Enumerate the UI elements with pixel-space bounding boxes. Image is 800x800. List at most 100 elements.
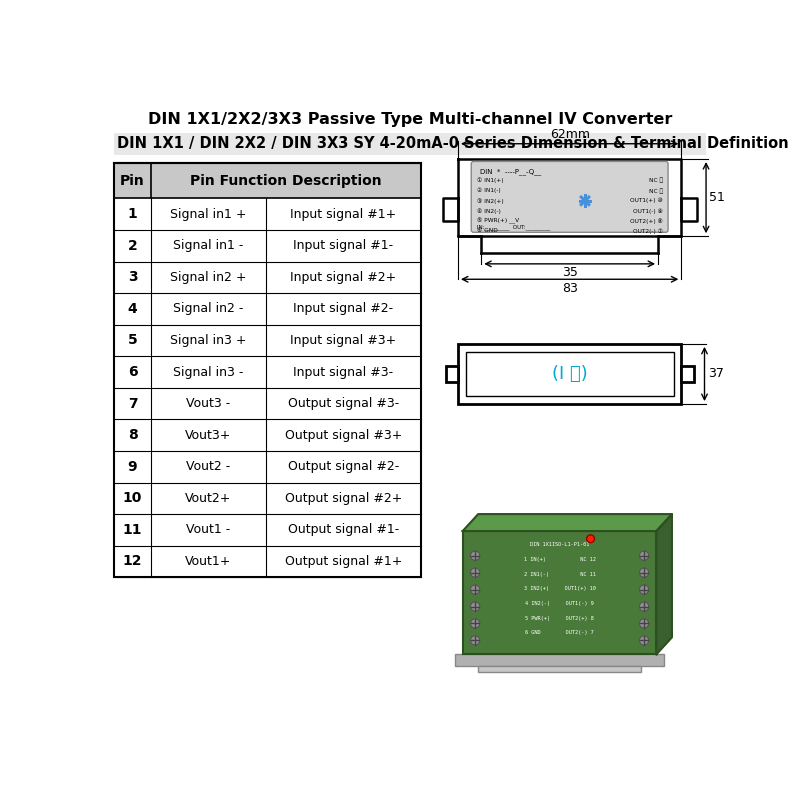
Text: Input signal #2+: Input signal #2+	[290, 271, 397, 284]
Text: Pin: Pin	[120, 174, 145, 188]
Bar	[446, 366, 458, 382]
Text: ② IN1(-): ② IN1(-)	[478, 188, 501, 194]
Text: 8: 8	[128, 428, 138, 442]
Text: 12: 12	[123, 554, 142, 569]
Text: 10: 10	[123, 491, 142, 506]
Text: DIN 1X1/2X2/3X3 Passive Type Multi-channel IV Converter: DIN 1X1/2X2/3X3 Passive Type Multi-chann…	[148, 111, 672, 126]
Text: Output signal #1+: Output signal #1+	[285, 555, 402, 568]
Text: (Ⅰ 型): (Ⅰ 型)	[552, 365, 587, 383]
Bar	[682, 366, 694, 382]
FancyBboxPatch shape	[114, 133, 706, 154]
Text: 1 IN(+)           NC 12: 1 IN(+) NC 12	[524, 557, 595, 562]
Text: ① IN1(+): ① IN1(+)	[478, 178, 504, 183]
Text: 1: 1	[128, 207, 138, 221]
Text: ⑤ PWR(+) __V: ⑤ PWR(+) __V	[478, 218, 519, 224]
Text: 5 PWR(+)     OUT2(+) 8: 5 PWR(+) OUT2(+) 8	[526, 615, 594, 621]
Text: Output signal #2+: Output signal #2+	[285, 492, 402, 505]
Text: Vout3 -: Vout3 -	[186, 397, 230, 410]
Bar	[478, 666, 641, 672]
Text: Vout1 -: Vout1 -	[186, 523, 230, 536]
Text: 3 IN2(+)     OUT1(+) 10: 3 IN2(+) OUT1(+) 10	[524, 586, 595, 591]
Text: 5: 5	[128, 334, 138, 347]
Text: Input signal #3+: Input signal #3+	[290, 334, 397, 347]
Text: OUT2(-) ⑦: OUT2(-) ⑦	[633, 228, 662, 234]
Text: NC ⑪: NC ⑪	[649, 188, 662, 194]
Text: 83: 83	[562, 282, 578, 294]
Text: Input signal #3-: Input signal #3-	[294, 366, 394, 378]
Bar	[114, 482, 421, 514]
Text: OUT2(+) ⑧: OUT2(+) ⑧	[630, 218, 662, 223]
Polygon shape	[657, 514, 672, 654]
Text: Input signal #1+: Input signal #1+	[290, 208, 397, 221]
Text: DIN 1X1 / DIN 2X2 / DIN 3X3 SY 4-20mA-0 Series Dimension & Terminal Definition: DIN 1X1 / DIN 2X2 / DIN 3X3 SY 4-20mA-0 …	[117, 136, 789, 151]
Text: Input signal #1-: Input signal #1-	[294, 239, 394, 252]
Circle shape	[639, 551, 649, 560]
Text: IN:_________  OUT:_________: IN:_________ OUT:_________	[478, 224, 550, 230]
Circle shape	[639, 585, 649, 594]
Text: OUT1(+) ⑩: OUT1(+) ⑩	[630, 198, 662, 203]
Text: Output signal #1-: Output signal #1-	[288, 523, 399, 536]
Text: ③ IN2(+): ③ IN2(+)	[478, 198, 504, 203]
Text: 6 GND        OUT2(-) 7: 6 GND OUT2(-) 7	[526, 630, 594, 635]
Bar	[114, 163, 421, 198]
Bar	[466, 352, 674, 396]
Text: NC ⑫: NC ⑫	[649, 178, 662, 183]
Text: 51: 51	[709, 191, 725, 204]
Circle shape	[470, 619, 480, 628]
Circle shape	[639, 636, 649, 645]
Bar	[114, 419, 421, 451]
Circle shape	[470, 602, 480, 611]
FancyBboxPatch shape	[471, 162, 668, 232]
Text: 2 IN1(-)          NC 11: 2 IN1(-) NC 11	[524, 572, 595, 577]
Text: Vout2+: Vout2+	[186, 492, 232, 505]
Text: 35: 35	[562, 266, 578, 279]
Text: Output signal #3+: Output signal #3+	[285, 429, 402, 442]
Circle shape	[470, 551, 480, 560]
Circle shape	[470, 568, 480, 578]
Text: ⑥ GND: ⑥ GND	[478, 228, 498, 234]
Text: 11: 11	[123, 523, 142, 537]
Polygon shape	[462, 514, 672, 531]
Text: 62mm: 62mm	[550, 128, 590, 141]
Bar	[114, 451, 421, 482]
Text: ④ IN2(-): ④ IN2(-)	[478, 208, 502, 214]
Circle shape	[639, 568, 649, 578]
Circle shape	[470, 585, 480, 594]
Text: 7: 7	[128, 397, 138, 410]
Text: Signal in1 -: Signal in1 -	[174, 239, 244, 252]
Text: Output signal #3-: Output signal #3-	[288, 397, 399, 410]
Text: DIN 1X1ISO-L1-P1-01: DIN 1X1ISO-L1-P1-01	[530, 542, 590, 547]
Bar	[114, 262, 421, 293]
Text: 2: 2	[128, 238, 138, 253]
FancyBboxPatch shape	[462, 531, 657, 654]
Bar	[458, 344, 682, 404]
Text: 4: 4	[128, 302, 138, 316]
Text: 3: 3	[128, 270, 138, 284]
Bar	[114, 230, 421, 262]
Circle shape	[586, 535, 594, 542]
Text: 9: 9	[128, 460, 138, 474]
Bar	[114, 388, 421, 419]
Text: 6: 6	[128, 365, 138, 379]
Text: Input signal #2-: Input signal #2-	[294, 302, 394, 315]
Circle shape	[470, 636, 480, 645]
Bar	[455, 654, 664, 666]
Text: OUT1(-) ⑨: OUT1(-) ⑨	[633, 208, 662, 214]
Text: Signal in1 +: Signal in1 +	[170, 208, 246, 221]
Circle shape	[639, 619, 649, 628]
Text: Vout2 -: Vout2 -	[186, 460, 230, 474]
Bar	[114, 514, 421, 546]
Text: 37: 37	[708, 367, 723, 381]
Text: Signal in2 -: Signal in2 -	[174, 302, 244, 315]
Text: Signal in3 -: Signal in3 -	[174, 366, 244, 378]
Text: Output signal #2-: Output signal #2-	[288, 460, 399, 474]
Text: Signal in2 +: Signal in2 +	[170, 271, 246, 284]
Text: Signal in3 +: Signal in3 +	[170, 334, 246, 347]
Text: 4 IN2(-)     OUT1(-) 9: 4 IN2(-) OUT1(-) 9	[526, 601, 594, 606]
Text: Vout3+: Vout3+	[186, 429, 232, 442]
Circle shape	[639, 602, 649, 611]
Text: Pin Function Description: Pin Function Description	[190, 174, 382, 188]
Bar	[114, 163, 421, 578]
Text: Vout1+: Vout1+	[186, 555, 232, 568]
Bar	[114, 546, 421, 578]
